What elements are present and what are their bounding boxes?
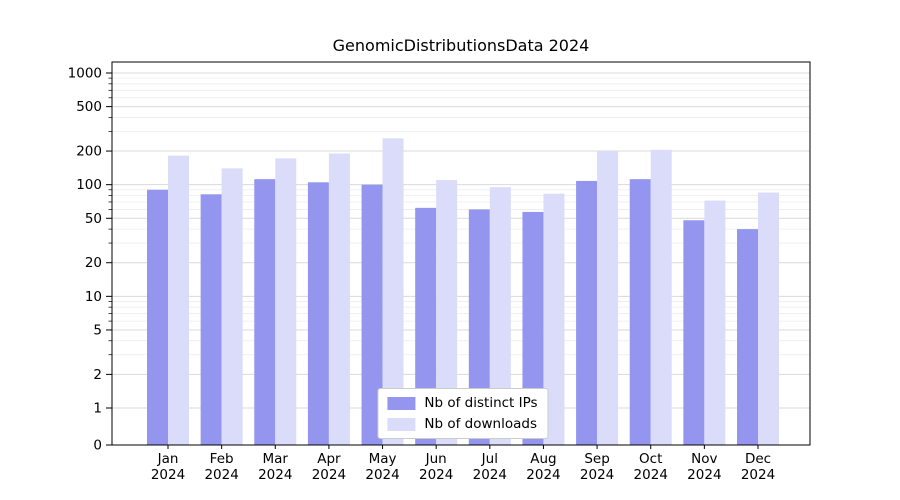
- x-tick-label-month: Jun: [425, 451, 447, 467]
- y-tick-label: 100: [76, 177, 102, 193]
- x-tick-label-month: Jul: [481, 451, 498, 467]
- y-tick-label: 1: [93, 401, 102, 417]
- bar-downloads: [597, 151, 619, 446]
- legend-item-distinct-ips: Nb of distinct IPs: [387, 395, 538, 411]
- x-tick-label-year: 2024: [526, 467, 560, 483]
- bar-distinct-ips: [415, 207, 437, 445]
- bar-distinct-ips: [683, 220, 705, 445]
- y-tick-label: 1000: [68, 66, 102, 82]
- x-tick-label-year: 2024: [634, 467, 668, 483]
- x-tick-label-month: Sep: [584, 451, 609, 467]
- bar-distinct-ips: [629, 179, 651, 445]
- plot-border: [111, 61, 811, 446]
- bar-downloads: [704, 200, 726, 445]
- legend-swatch-distinct-ips: [387, 396, 416, 410]
- bar-distinct-ips: [147, 189, 168, 445]
- bar-downloads: [543, 193, 565, 445]
- y-tick-label: 500: [76, 99, 102, 115]
- legend: Nb of distinct IPs Nb of downloads: [377, 388, 549, 439]
- legend-label-distinct-ips: Nb of distinct IPs: [424, 395, 538, 411]
- y-tick-label: 5: [93, 322, 102, 338]
- x-tick-label-year: 2024: [151, 467, 185, 483]
- bar-downloads: [758, 192, 779, 445]
- y-tick-label: 200: [76, 144, 102, 160]
- bar-distinct-ips: [254, 179, 276, 445]
- x-tick-label-year: 2024: [365, 467, 399, 483]
- bar-distinct-ips: [200, 194, 222, 445]
- chart-title: GenomicDistributionsData 2024: [332, 36, 590, 55]
- legend-item-downloads: Nb of downloads: [387, 416, 537, 432]
- bar-distinct-ips: [307, 182, 329, 445]
- x-tick-label-year: 2024: [312, 467, 346, 483]
- x-tick-label-year: 2024: [580, 467, 614, 483]
- legend-label-downloads: Nb of downloads: [424, 416, 537, 432]
- x-tick-label-year: 2024: [258, 467, 292, 483]
- x-tick-label-year: 2024: [419, 467, 453, 483]
- y-tick-label: 0: [93, 438, 102, 454]
- bar-downloads: [489, 187, 511, 446]
- bar-downloads: [650, 149, 672, 445]
- x-tick-label-year: 2024: [687, 467, 721, 483]
- x-tick-label-year: 2024: [473, 467, 507, 483]
- bar-distinct-ips: [522, 211, 544, 445]
- x-tick-label-month: Nov: [691, 451, 717, 467]
- bar-downloads: [168, 155, 189, 445]
- y-tick-label: 10: [85, 289, 102, 305]
- x-tick-label-month: Oct: [639, 451, 662, 467]
- x-tick-label-month: Mar: [263, 451, 289, 467]
- bar-distinct-ips: [576, 180, 598, 446]
- y-tick-label: 50: [85, 211, 102, 227]
- x-tick-label-month: Dec: [745, 451, 771, 467]
- bar-distinct-ips: [737, 229, 758, 445]
- x-tick-label-month: Apr: [317, 451, 341, 467]
- x-tick-label-month: Jan: [157, 451, 179, 467]
- x-tick-label-year: 2024: [204, 467, 238, 483]
- bar-downloads: [436, 180, 458, 445]
- y-tick-label: 20: [85, 255, 102, 271]
- legend-swatch-downloads: [387, 417, 416, 431]
- bar-downloads: [328, 153, 350, 445]
- bar-downloads: [221, 168, 243, 445]
- x-tick-label-month: Aug: [530, 451, 556, 467]
- x-tick-label-month: Feb: [210, 451, 234, 467]
- y-tick-label: 2: [93, 367, 102, 383]
- bar-distinct-ips: [361, 184, 383, 445]
- bar-distinct-ips: [468, 209, 490, 445]
- x-tick-label-month: May: [369, 451, 397, 467]
- x-tick-label-year: 2024: [741, 467, 775, 483]
- bar-downloads: [382, 138, 404, 445]
- bar-downloads: [275, 158, 297, 445]
